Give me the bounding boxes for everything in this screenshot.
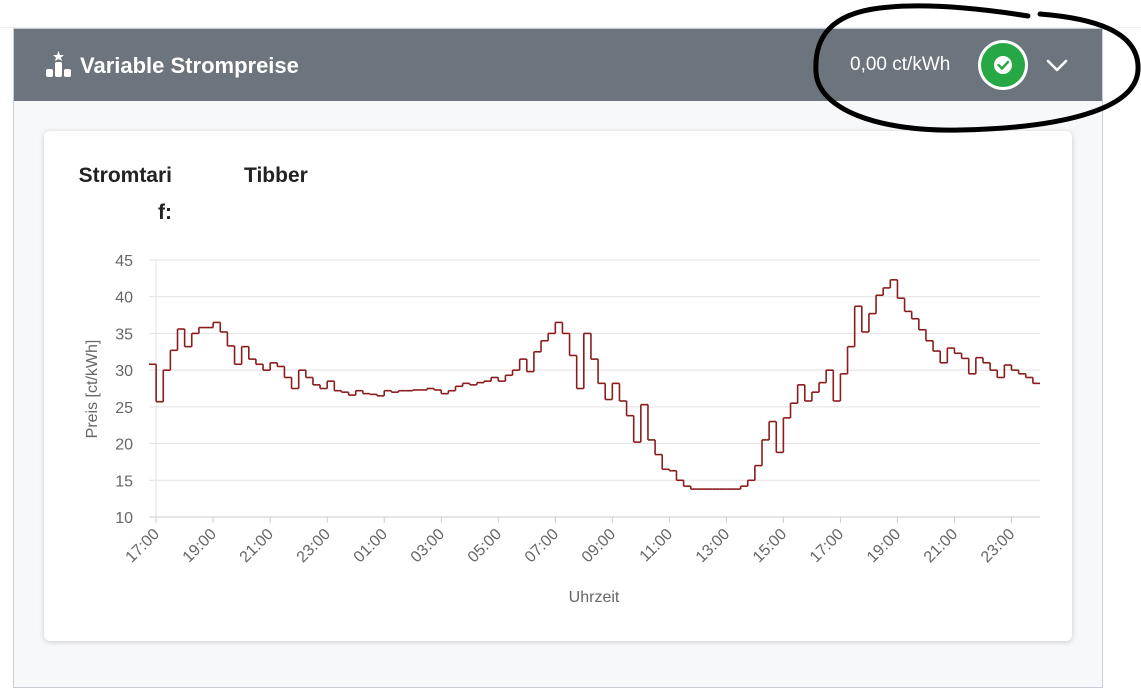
x-tick-label: 21:00 [921,526,961,566]
x-tick-label: 01:00 [351,526,391,566]
y-axis-label: Preis [ct/kWh] [84,340,101,439]
x-tick-label: 23:00 [294,526,334,566]
tariff-label: Stromtarif: [78,164,172,224]
x-tick-label: 23:00 [978,526,1018,566]
y-tick-label: 25 [115,400,133,417]
chart: Uhrzeit Preis [ct/kWh] 10 15 20 25 30 35 40 45 1… [84,253,1040,606]
x-tick-label: 21:00 [237,526,277,566]
y-tick-label: 20 [115,437,133,454]
y-tick-label: 15 [115,473,133,490]
y-tick-label: 45 [115,253,133,270]
x-tick-label: 17:00 [123,526,163,566]
y-tick-label: 35 [115,326,133,343]
x-tick-label: 05:00 [465,526,505,566]
y-tick-label: 10 [115,510,133,527]
page: Variable Strompreise {"header": {"title"… [0,3,1141,688]
y-tick-label: 40 [115,290,133,307]
x-tick-label: 11:00 [637,526,677,566]
chart-icon [46,51,71,77]
x-tick-label: 13:00 [693,526,733,566]
card-title: Variable Strompreise [80,53,299,78]
x-tick-label: 15:00 [750,526,790,566]
x-tick-label: 03:00 [408,526,448,566]
x-tick-label: 17:00 [807,526,847,566]
x-tick-label: 19:00 [864,526,904,566]
y-tick-label: 30 [115,363,133,380]
screen: Variable Strompreise 0,00 ct/kWh Stromta… [0,3,1141,688]
x-tick-label: 19:00 [180,526,220,566]
x-tick-label: 09:00 [579,526,619,566]
x-axis-label: Uhrzeit [569,589,620,606]
tariff-value: Tibber [244,164,308,187]
x-tick-label: 07:00 [522,526,562,566]
chart-card: Stromtarif: Tibber [44,131,1072,641]
